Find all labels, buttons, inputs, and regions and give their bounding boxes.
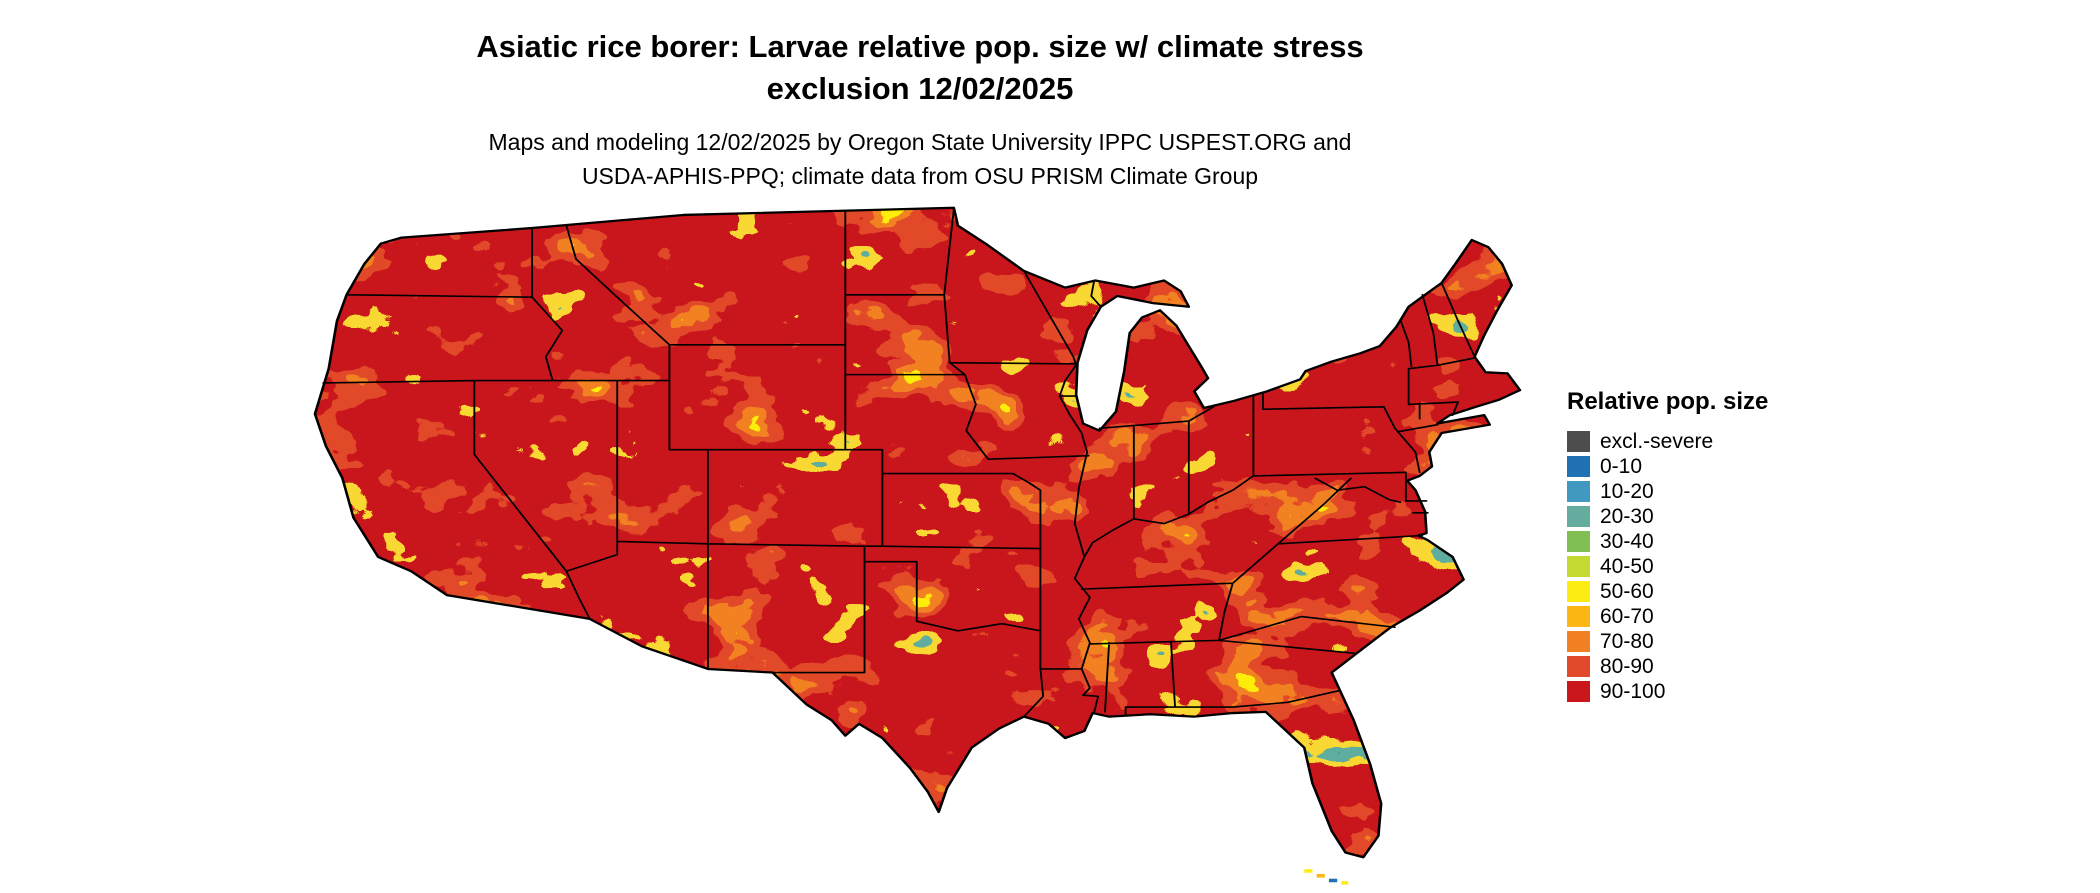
legend-row: 20-30 [1567,504,1768,529]
legend-row: 70-80 [1567,629,1768,654]
legend-row: 50-60 [1567,579,1768,604]
legend-label: 0-10 [1600,455,1643,478]
legend-swatch [1567,481,1590,502]
legend-label: 80-90 [1600,655,1654,678]
legend-label: 20-30 [1600,505,1654,528]
title-line-2: exclusion 12/02/2025 [766,71,1074,107]
legend-swatch [1567,431,1590,452]
legend-row: 40-50 [1567,554,1768,579]
legend-row: 10-20 [1567,479,1768,504]
legend-swatch [1567,506,1590,527]
us-map [271,178,1590,893]
legend-swatch [1567,581,1590,602]
legend-swatch [1567,606,1590,627]
legend-label: excl.-severe [1600,430,1714,453]
legend-label: 30-40 [1600,530,1654,553]
legend-swatch [1567,631,1590,652]
legend-row: excl.-severe [1567,429,1768,454]
state-borders [322,208,1476,718]
population-raster [314,207,1520,858]
legend-rows: excl.-severe 0-10 10-20 20-30 30-40 40-50 50-6… [1567,429,1768,704]
legend-swatch [1567,456,1590,477]
legend-swatch [1567,681,1590,702]
legend-row: 90-100 [1567,679,1768,704]
us-map-svg [313,206,1522,885]
legend-row: 80-90 [1567,654,1768,679]
legend-label: 90-100 [1600,680,1666,703]
legend-label: 10-20 [1600,480,1654,503]
map-title: Asiatic rice borer: Larvae relative pop.… [0,26,1840,110]
florida-keys-dots [1304,869,1349,885]
subtitle-line-2: USDA-APHIS-PPQ; climate data from OSU PR… [581,162,1259,189]
legend-swatch [1567,556,1590,577]
us-outline [313,206,1522,859]
legend-label: 50-60 [1600,580,1654,603]
map-subtitle: Maps and modeling 12/02/2025 by Oregon S… [0,126,1840,193]
legend-label: 40-50 [1600,555,1654,578]
legend: Relative pop. size excl.-severe 0-10 10-20… [1567,388,1768,704]
title-line-1: Asiatic rice borer: Larvae relative pop.… [476,29,1364,64]
legend-swatch [1567,656,1590,677]
header: Asiatic rice borer: Larvae relative pop.… [0,26,1840,193]
subtitle-line-1: Maps and modeling 12/02/2025 by Oregon S… [488,129,1352,156]
legend-row: 60-70 [1567,604,1768,629]
legend-swatch [1567,531,1590,552]
legend-title: Relative pop. size [1567,388,1769,415]
legend-label: 70-80 [1600,630,1654,653]
legend-label: 60-70 [1600,605,1654,628]
legend-row: 30-40 [1567,529,1768,554]
legend-row: 0-10 [1567,454,1768,479]
